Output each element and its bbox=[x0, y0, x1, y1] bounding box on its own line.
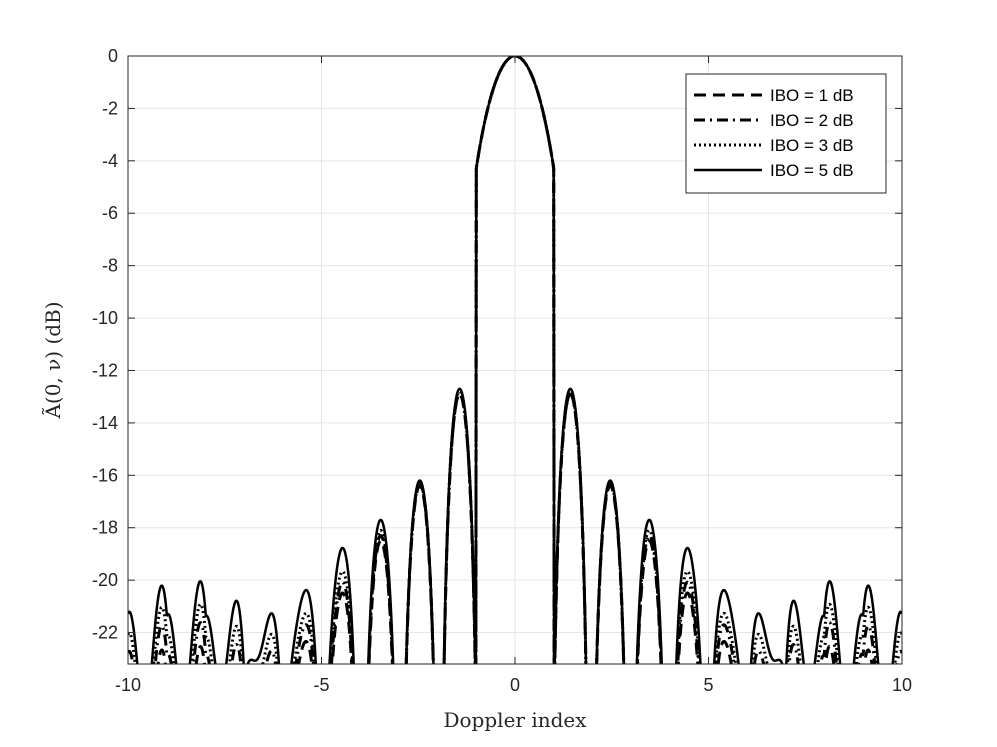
x-tick-label: -10 bbox=[115, 675, 141, 695]
legend-label: IBO = 1 dB bbox=[770, 86, 854, 105]
y-tick-label: -22 bbox=[92, 623, 118, 643]
y-tick-label: -6 bbox=[102, 203, 118, 223]
y-tick-label: -18 bbox=[92, 518, 118, 538]
series-group bbox=[128, 56, 902, 664]
x-tick-label: -5 bbox=[313, 675, 329, 695]
y-tick-label: -12 bbox=[92, 360, 118, 380]
x-tick-label: 0 bbox=[510, 675, 520, 695]
y-tick-label: -20 bbox=[92, 570, 118, 590]
legend-label: IBO = 3 dB bbox=[770, 136, 854, 155]
grid bbox=[127, 55, 903, 664]
y-tick-label: 0 bbox=[108, 46, 118, 66]
axis-ticks: -10 -5 0 5 10 0 -2 -4 -6 -8 -10 -12 -14 -16 -18 -20 -22 bbox=[92, 46, 912, 695]
x-tick-label: 10 bbox=[892, 675, 912, 695]
y-tick-label: -14 bbox=[92, 413, 118, 433]
y-tick-label: -10 bbox=[92, 308, 118, 328]
legend: IBO = 1 dB IBO = 2 dB IBO = 3 dB IBO = 5 dB bbox=[685, 73, 887, 194]
x-axis-title: Doppler index bbox=[443, 708, 587, 732]
legend-box bbox=[685, 73, 887, 194]
series-line-ibo-5-db bbox=[128, 56, 902, 664]
y-tick-label: -8 bbox=[102, 256, 118, 276]
x-tick-label: 5 bbox=[703, 675, 713, 695]
y-tick-label: -16 bbox=[92, 465, 118, 485]
y-axis-title: Ã(0, ν) (dB) bbox=[41, 301, 65, 419]
legend-label: IBO = 5 dB bbox=[770, 161, 854, 180]
legend-label: IBO = 2 dB bbox=[770, 111, 854, 130]
y-tick-label: -4 bbox=[102, 151, 118, 171]
y-tick-label: -2 bbox=[102, 98, 118, 118]
